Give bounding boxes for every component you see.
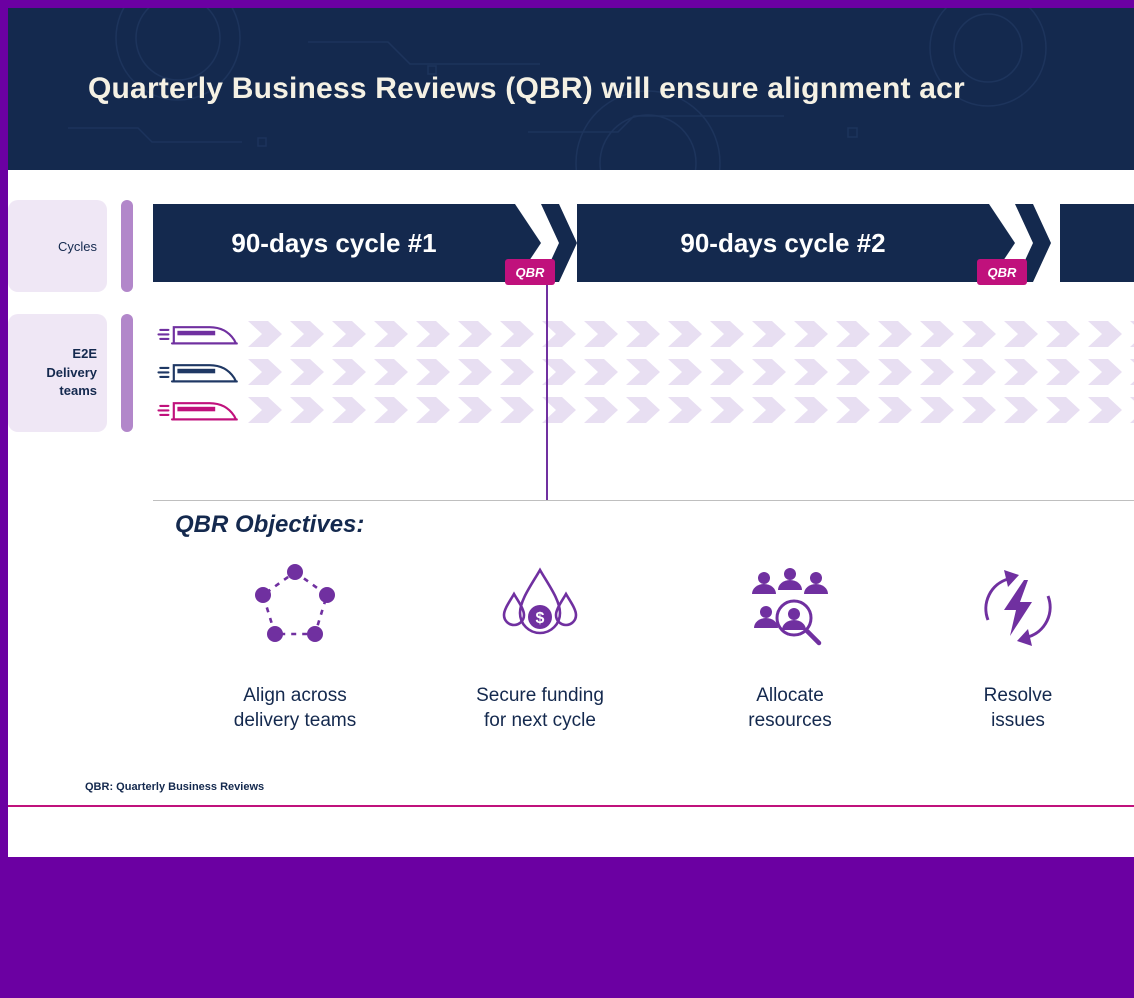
teams-accent-bar bbox=[121, 314, 133, 432]
cycle-banner-body: 90-days cycle #2 bbox=[577, 204, 1015, 282]
cycle-banner-body: 90-days cycle #1 bbox=[153, 204, 541, 282]
lightning-cycle-icon bbox=[898, 558, 1134, 658]
network-nodes-icon bbox=[175, 558, 415, 658]
slide: Quarterly Business Reviews (QBR) will en… bbox=[8, 8, 1134, 857]
objectives-heading: QBR Objectives: bbox=[175, 511, 365, 538]
train-icon bbox=[155, 358, 243, 386]
slide-title: Quarterly Business Reviews (QBR) will en… bbox=[88, 72, 965, 105]
train-icon bbox=[155, 396, 243, 424]
objective-item: Allocate resources bbox=[670, 558, 910, 733]
timeline-chevron-track bbox=[248, 359, 1134, 385]
circuit-pattern-decoration bbox=[68, 8, 1047, 170]
objective-label: Resolve issues bbox=[983, 685, 1053, 731]
people-magnifier-icon bbox=[670, 558, 910, 658]
qbr-tag: QBR bbox=[977, 259, 1027, 285]
cycle-label: 90-days cycle #2 bbox=[680, 227, 886, 258]
cycle-banner-1: 90-days cycle #1 QBR bbox=[153, 204, 577, 285]
qbr-marker-line bbox=[546, 285, 548, 500]
objective-label: Secure funding for next cycle bbox=[476, 685, 604, 731]
timeline-chevron-track bbox=[248, 321, 1134, 347]
qbr-tag: QBR bbox=[505, 259, 555, 285]
cycle-banner-3 bbox=[1060, 204, 1134, 282]
objective-item: Resolve issues bbox=[898, 558, 1134, 733]
cycle-banner-body bbox=[1060, 204, 1134, 282]
section-divider bbox=[153, 500, 1134, 501]
teams-row-label: E2E Delivery teams bbox=[8, 314, 107, 432]
objective-item: $ Secure funding for next cycle bbox=[420, 558, 660, 733]
cycle-banner-2: 90-days cycle #2 QBR bbox=[577, 204, 1051, 285]
objective-label: Align across delivery teams bbox=[233, 685, 357, 731]
objective-item: Align across delivery teams bbox=[175, 558, 415, 733]
header-banner: Quarterly Business Reviews (QBR) will en… bbox=[8, 8, 1134, 170]
cycles-accent-bar bbox=[121, 200, 133, 292]
timeline-chevron-track bbox=[248, 397, 1134, 423]
funding-droplets-icon: $ bbox=[420, 558, 660, 658]
footer-band bbox=[0, 857, 1134, 998]
objective-label: Allocate resources bbox=[748, 685, 832, 731]
footnote: QBR: Quarterly Business Reviews bbox=[85, 781, 265, 793]
cycle-label: 90-days cycle #1 bbox=[231, 227, 437, 258]
train-icon bbox=[155, 320, 243, 348]
accent-line bbox=[8, 805, 1134, 807]
cycles-row-label: Cycles bbox=[8, 200, 107, 292]
svg-text:$: $ bbox=[536, 610, 545, 627]
